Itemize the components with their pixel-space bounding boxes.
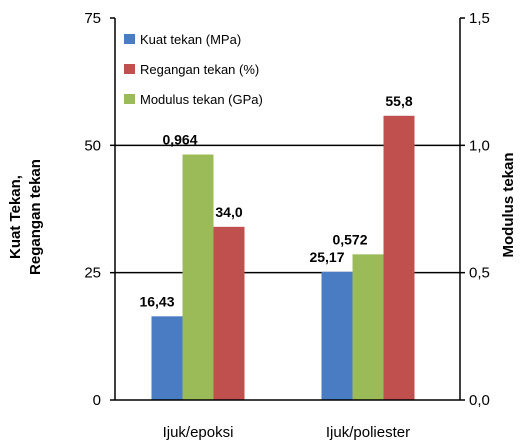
right-axis-ticks: 0,0 0,5 1,0 1,5	[460, 10, 490, 409]
category-label: Ijuk/epoksi	[163, 424, 234, 441]
data-label: 25,17	[309, 249, 344, 265]
right-tick-label: 1,5	[469, 10, 490, 27]
bar	[151, 316, 183, 400]
data-label: 34,0	[215, 204, 242, 220]
bars	[151, 115, 415, 401]
right-tick-label: 0,5	[469, 265, 490, 282]
plot-frame	[114, 18, 461, 401]
left-axis-title-line-1: Kuat Tekan,	[7, 175, 24, 259]
left-tick-label: 25	[84, 265, 101, 282]
bar	[352, 254, 384, 400]
legend-label: Modulus tekan (GPa)	[140, 92, 263, 107]
right-axis-title: Modulus tekan	[500, 152, 517, 257]
legend-label: Regangan tekan (%)	[140, 62, 259, 77]
data-labels: 16,43 25,17 34,0 55,8 0,964 0,572	[139, 93, 412, 310]
left-tick-label: 0	[93, 392, 101, 409]
legend-swatch	[124, 64, 135, 74]
bar	[213, 226, 245, 400]
category-labels: Ijuk/epoksi Ijuk/poliester	[163, 424, 411, 441]
data-label: 55,8	[385, 93, 412, 109]
legend-swatch	[124, 34, 135, 44]
left-axis-title-line-2: Regangan tekan	[27, 159, 44, 275]
left-tick-label: 50	[84, 137, 101, 154]
category-label: Ijuk/poliester	[326, 424, 410, 441]
bar	[383, 115, 415, 401]
right-tick-label: 0,0	[469, 392, 490, 409]
legend: Kuat tekan (MPa) Regangan tekan (%) Modulu…	[124, 32, 263, 107]
data-label: 0,572	[332, 231, 367, 247]
left-axis-ticks: 0 25 50 75	[84, 10, 115, 409]
bar	[321, 271, 353, 400]
right-tick-label: 1,0	[469, 137, 490, 154]
legend-swatch	[124, 94, 135, 104]
legend-label: Kuat tekan (MPa)	[140, 32, 241, 47]
left-tick-label: 75	[84, 10, 101, 27]
data-label: 16,43	[139, 293, 174, 309]
data-label: 0,964	[162, 132, 197, 148]
bar	[182, 154, 214, 400]
